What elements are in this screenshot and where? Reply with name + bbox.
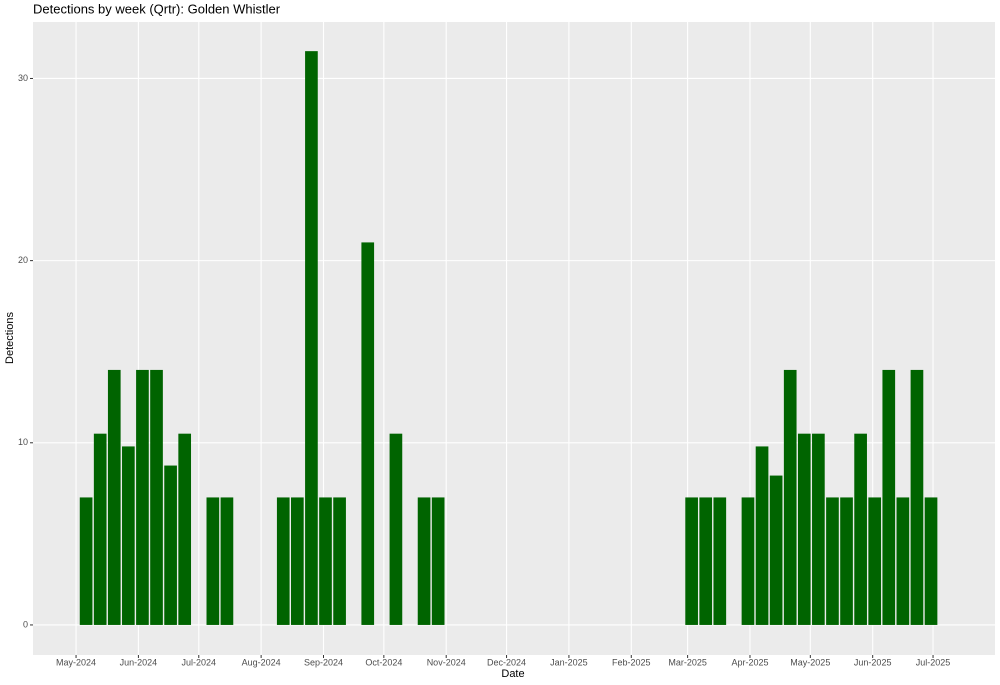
bar: [699, 497, 713, 625]
bar: [783, 369, 797, 625]
bar: [685, 497, 698, 625]
bar: [854, 433, 867, 625]
bar: [164, 465, 177, 625]
bar: [417, 497, 431, 625]
x-tick-label: Nov-2024: [427, 657, 466, 667]
bar: [93, 433, 107, 625]
y-tick-label: 10: [18, 437, 28, 447]
bar: [826, 497, 839, 625]
x-tick-label: May-2024: [56, 657, 96, 667]
chart-title: Detections by week (Qrtr): Golden Whistl…: [33, 1, 281, 16]
bar: [389, 433, 403, 625]
bar: [150, 369, 163, 625]
y-tick-label: 20: [18, 255, 28, 265]
bar: [136, 369, 149, 625]
y-tick-label: 0: [23, 619, 28, 629]
x-tick-label: Oct-2024: [365, 657, 402, 667]
bar: [431, 497, 445, 625]
bar: [276, 497, 290, 625]
x-tick-label: May-2025: [790, 657, 830, 667]
bar: [924, 497, 938, 625]
bar: [361, 242, 375, 625]
x-tick-label: Jun-2025: [854, 657, 892, 667]
bar: [305, 51, 318, 625]
bar: [107, 369, 121, 625]
bar: [178, 433, 192, 625]
bar: [797, 433, 811, 625]
x-tick-label: Jan-2025: [550, 657, 588, 667]
bar: [741, 497, 755, 625]
bar: [122, 446, 135, 625]
bar: [333, 497, 346, 625]
x-tick-label: Dec-2024: [487, 657, 526, 667]
bar: [713, 497, 727, 625]
bar: [206, 497, 220, 625]
bar: [840, 497, 853, 625]
bar: [755, 446, 769, 625]
bar: [79, 497, 93, 625]
x-tick-label: Jul-2024: [181, 657, 216, 667]
x-tick-label: Jun-2024: [120, 657, 158, 667]
y-tick-label: 30: [18, 73, 28, 83]
x-tick-label: Sep-2024: [304, 657, 343, 667]
bar: [868, 497, 882, 625]
x-tick-label: Apr-2025: [731, 657, 768, 667]
x-axis-title: Date: [501, 668, 524, 680]
bar: [220, 497, 234, 625]
x-tick-label: Mar-2025: [668, 657, 707, 667]
bar: [882, 369, 896, 625]
bar: [812, 433, 825, 625]
bar: [910, 369, 924, 625]
bar: [319, 497, 332, 625]
bar: [291, 497, 304, 625]
x-tick-label: Feb-2025: [612, 657, 651, 667]
bar: [769, 475, 783, 625]
y-axis-title: Detections: [4, 312, 16, 364]
x-tick-label: Jul-2025: [916, 657, 951, 667]
bar: [896, 497, 910, 625]
x-tick-label: Aug-2024: [242, 657, 281, 667]
